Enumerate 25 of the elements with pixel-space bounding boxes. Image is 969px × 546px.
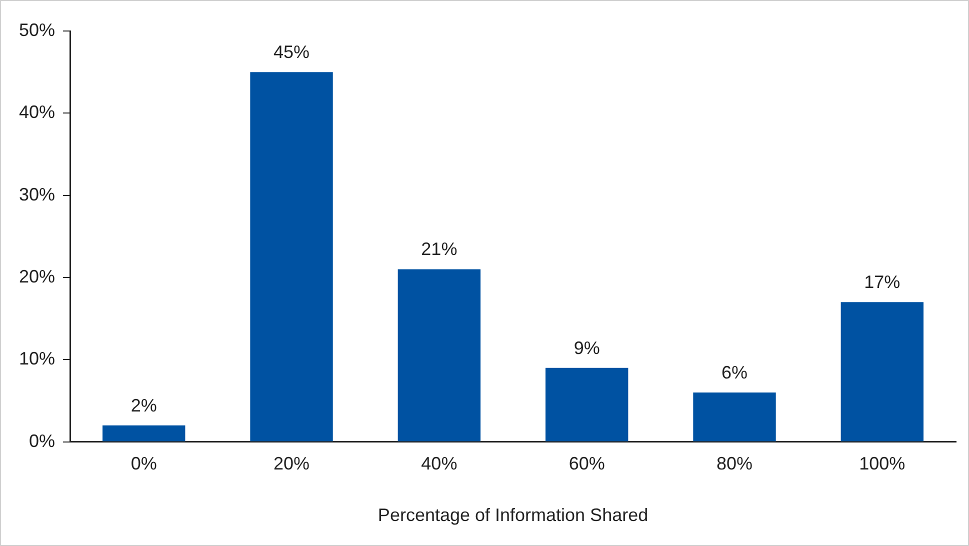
data-label: 21%: [421, 239, 458, 260]
data-label: 2%: [130, 395, 157, 416]
y-tick-label: 0%: [29, 430, 56, 451]
data-label: 9%: [574, 338, 600, 358]
x-tick-label: 60%: [568, 454, 605, 474]
data-label: 6%: [722, 362, 748, 382]
data-label: 17%: [864, 272, 900, 292]
bar: [840, 302, 924, 442]
x-tick-label: 40%: [421, 454, 458, 474]
bar: [398, 269, 481, 442]
x-tick-label: 20%: [274, 454, 310, 474]
bar: [693, 392, 776, 442]
data-label: 45%: [274, 42, 310, 62]
y-tick-label: 20%: [18, 266, 56, 286]
x-tick-label: 80%: [716, 454, 753, 474]
x-tick-label: 100%: [859, 454, 906, 474]
x-axis-title: Percentage of Information Shared: [378, 505, 648, 526]
y-tick-label: 50%: [18, 20, 56, 40]
x-tick-label: 0%: [130, 454, 157, 474]
y-tick-label: 30%: [18, 184, 56, 204]
y-tick-label: 40%: [18, 102, 56, 122]
bar: [546, 368, 628, 442]
y-tick-label: 10%: [18, 348, 56, 369]
bar: [102, 425, 186, 442]
bar: [250, 72, 333, 442]
